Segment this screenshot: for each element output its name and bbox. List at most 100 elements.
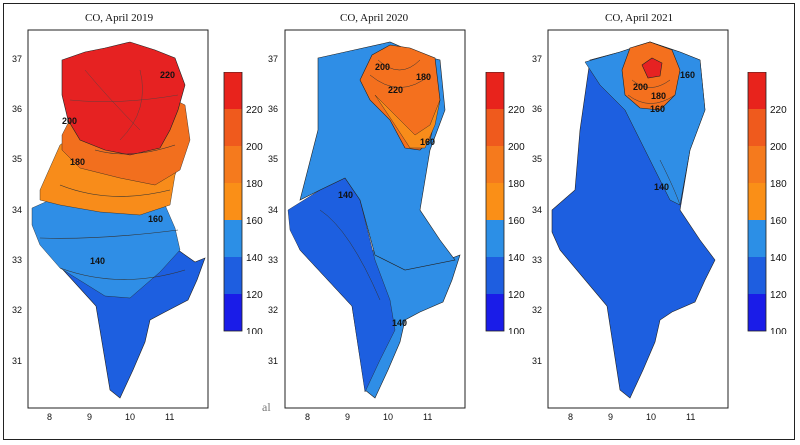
x-tick-label: 9 — [345, 412, 350, 422]
colorbar-ticks: 220 200 180 160 140 120 100 — [246, 105, 263, 334]
x-tick-label: 8 — [47, 412, 52, 422]
contour-label: 140 — [392, 318, 407, 328]
colorbar-tick-label: 180 — [246, 179, 263, 190]
x-tick-label: 11 — [686, 412, 695, 422]
colorbar-tick-label: 200 — [770, 142, 787, 153]
x-tick-label: 10 — [646, 412, 656, 422]
colorbar-swatch — [486, 294, 504, 331]
y-tick-label: 33 — [268, 255, 278, 265]
y-tick-label: 35 — [532, 154, 542, 164]
colorbar-tick-label: 120 — [246, 290, 263, 301]
y-tick-label: 37 — [12, 54, 22, 64]
y-tick-label: 37 — [532, 54, 542, 64]
y-tick-label: 34 — [12, 205, 22, 215]
y-tick-label: 34 — [532, 205, 542, 215]
colorbar-swatch — [486, 183, 504, 220]
y-tick-label: 36 — [532, 104, 542, 114]
contour-label: 160 — [420, 137, 435, 147]
x-tick-label: 8 — [305, 412, 310, 422]
colorbar-tick-label: 180 — [770, 179, 787, 190]
stray-text-artifact: al — [262, 400, 271, 414]
x-tick-label: 8 — [568, 412, 573, 422]
colorbar-border — [485, 72, 505, 332]
colorbar-ticks: 220 200 180 160 140 120 100 — [770, 105, 787, 334]
contour-label: 140 — [654, 182, 669, 192]
colorbar-tick-label: 100 — [770, 327, 787, 334]
colorbar-swatch — [748, 72, 766, 109]
contour-label: 220 — [388, 85, 403, 95]
colorbar-border — [223, 72, 243, 332]
panel-title-2021: CO, April 2021 — [605, 12, 674, 24]
contour-label: 160 — [680, 70, 695, 80]
colorbar-tick-label: 140 — [508, 253, 525, 264]
colorbar-swatches — [485, 72, 505, 332]
colorbar-swatch — [224, 72, 242, 109]
colorbar-tick-label: 100 — [508, 327, 525, 334]
colorbar-border — [747, 72, 767, 332]
contour-label: 160 — [148, 214, 163, 224]
y-tick-label: 31 — [532, 356, 542, 366]
colorbar-swatch — [224, 109, 242, 146]
x-tick-label: 9 — [608, 412, 613, 422]
colorbar-swatch — [224, 294, 242, 331]
colorbar-swatches — [747, 72, 767, 332]
x-tick-label: 9 — [87, 412, 92, 422]
colorbar-ticks: 220 200 180 160 140 120 100 — [508, 105, 525, 334]
y-tick-label: 33 — [12, 255, 22, 265]
y-tick-label: 35 — [12, 154, 22, 164]
contour-label: 140 — [338, 190, 353, 200]
contour-label: 180 — [651, 91, 666, 101]
colorbar-swatch — [224, 257, 242, 294]
x-tick-label: 11 — [165, 412, 174, 422]
colorbar-tick-label: 160 — [246, 216, 263, 227]
panel-title-2020: CO, April 2020 — [340, 12, 409, 24]
colorbar-tick-label: 100 — [246, 327, 263, 334]
contour-label: 140 — [90, 256, 105, 266]
colorbar-swatch — [748, 183, 766, 220]
colorbar-swatch — [486, 72, 504, 109]
y-tick-label: 31 — [268, 356, 278, 366]
contour-label: 180 — [70, 157, 85, 167]
colorbar-2020: 220 200 180 160 140 120 100 — [485, 72, 525, 334]
y-tick-label: 35 — [268, 154, 278, 164]
colorbar-tick-label: 180 — [508, 179, 525, 190]
colorbar-tick-label: 140 — [770, 253, 787, 264]
y-tick-label: 33 — [532, 255, 542, 265]
colorbar-swatch — [748, 257, 766, 294]
colorbar-tick-label: 160 — [770, 216, 787, 227]
colorbar-tick-label: 220 — [770, 105, 787, 116]
y-tick-label: 32 — [532, 305, 542, 315]
y-tick-label: 34 — [268, 205, 278, 215]
colorbar-swatch — [224, 183, 242, 220]
colorbar-swatch — [224, 146, 242, 183]
region-red — [641, 57, 663, 79]
x-tick-label: 10 — [383, 412, 393, 422]
colorbar-swatch — [486, 257, 504, 294]
contour-label: 200 — [375, 62, 390, 72]
y-tick-label: 32 — [268, 305, 278, 315]
colorbar-tick-label: 160 — [508, 216, 525, 227]
y-tick-label: 32 — [12, 305, 22, 315]
colorbar-swatch — [748, 294, 766, 331]
colorbar-swatches — [223, 72, 243, 332]
contour-label: 200 — [633, 82, 648, 92]
colorbar-tick-label: 120 — [508, 290, 525, 301]
contour-label: 160 — [650, 104, 665, 114]
region-red — [61, 41, 186, 156]
colorbar-swatch — [224, 220, 242, 257]
panel-title-2019: CO, April 2019 — [85, 12, 154, 24]
y-tick-label: 36 — [268, 104, 278, 114]
colorbar-tick-label: 140 — [246, 253, 263, 264]
colorbar-tick-label: 220 — [508, 105, 525, 116]
contour-label: 180 — [416, 72, 431, 82]
colorbar-swatch — [748, 220, 766, 257]
region-light-orange — [374, 94, 441, 149]
y-tick-label: 31 — [12, 356, 22, 366]
colorbar-swatch — [748, 109, 766, 146]
colorbar-tick-label: 200 — [508, 142, 525, 153]
x-tick-label: 10 — [125, 412, 135, 422]
colorbar-tick-label: 120 — [770, 290, 787, 301]
colorbar-2021: 220 200 180 160 140 120 100 — [747, 72, 787, 334]
